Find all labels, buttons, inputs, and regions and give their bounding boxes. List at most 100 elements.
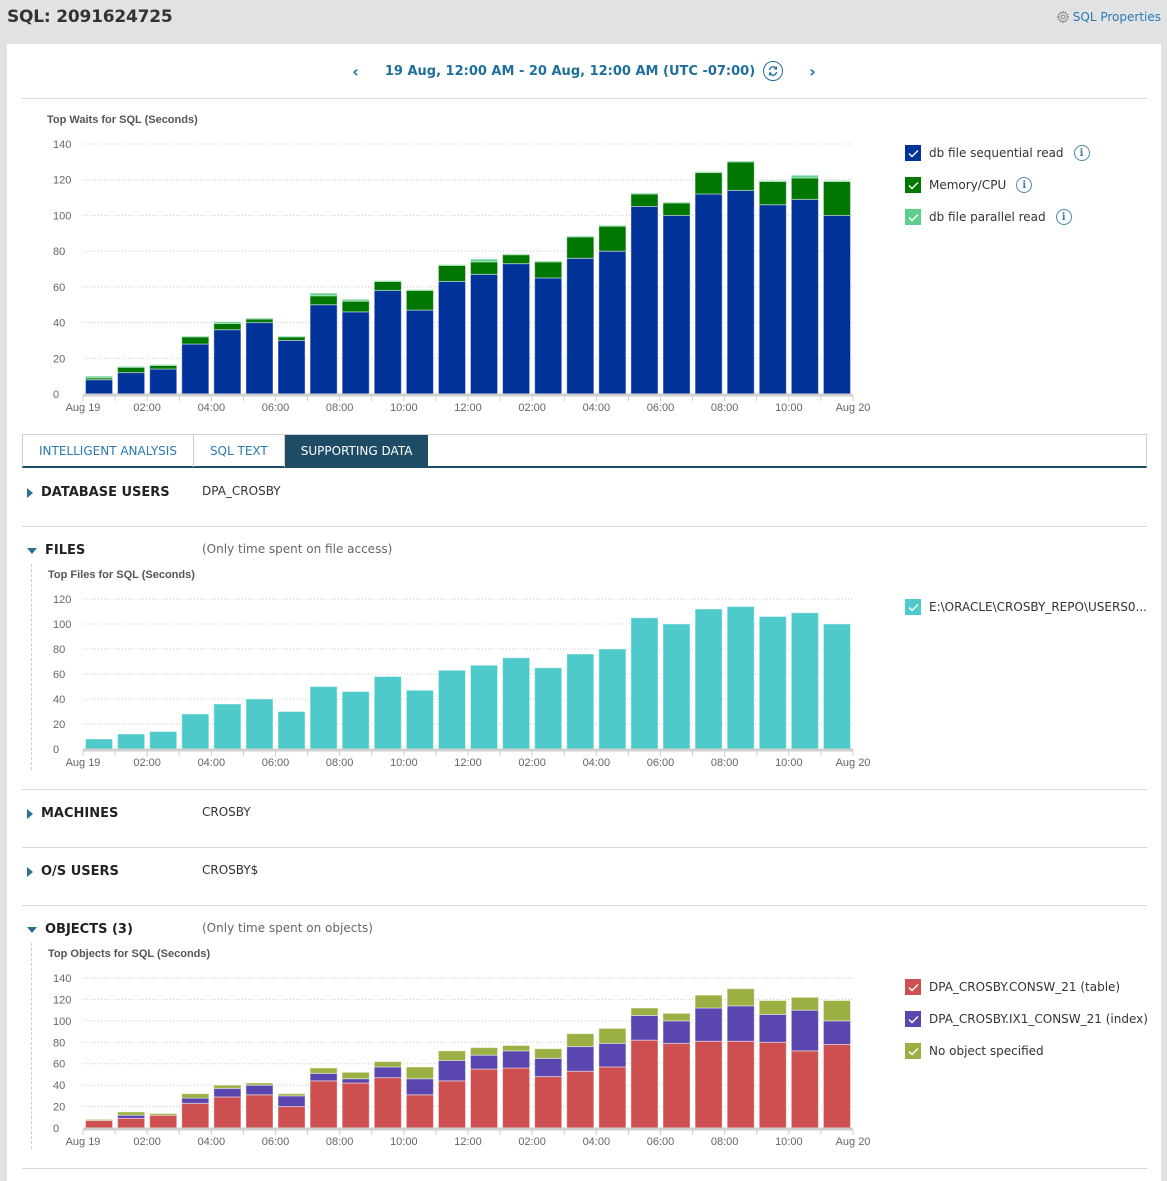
bar-db-file-sequential-read[interactable]	[566, 257, 595, 395]
bar-db-file-parallel-read[interactable]	[181, 335, 210, 338]
bar-dpa-crosby-ix1-consw-21-index[interactable]	[502, 1050, 531, 1069]
bar-no-object-specified[interactable]	[662, 1012, 691, 1022]
bar-no-object-specified[interactable]	[598, 1027, 627, 1044]
tab-supporting-data[interactable]: SUPPORTING DATA	[284, 435, 429, 467]
bar-db-file-parallel-read[interactable]	[694, 171, 723, 174]
bar-db-file-sequential-read[interactable]	[630, 206, 659, 395]
bar-e-oracle-crosby-repo-users0[interactable]	[405, 689, 434, 750]
bar-memory-cpu[interactable]	[405, 289, 434, 311]
bar-db-file-parallel-read[interactable]	[502, 253, 531, 256]
bar-e-oracle-crosby-repo-users0[interactable]	[630, 617, 659, 750]
bar-dpa-crosby-consw-21-table[interactable]	[470, 1068, 499, 1129]
bar-db-file-parallel-read[interactable]	[149, 364, 178, 366]
legend-item-db-file-parallel-read[interactable]: db file parallel read i	[905, 201, 1090, 233]
bar-dpa-crosby-ix1-consw-21-index[interactable]	[790, 1009, 819, 1052]
info-icon[interactable]: i	[1073, 145, 1090, 161]
bar-db-file-sequential-read[interactable]	[662, 214, 691, 395]
bar-db-file-sequential-read[interactable]	[822, 214, 852, 395]
bar-no-object-specified[interactable]	[630, 1007, 659, 1016]
bar-db-file-parallel-read[interactable]	[309, 292, 338, 297]
bar-memory-cpu[interactable]	[341, 300, 370, 313]
bar-db-file-sequential-read[interactable]	[245, 322, 274, 395]
bar-memory-cpu[interactable]	[213, 322, 242, 331]
bar-dpa-crosby-ix1-consw-21-index[interactable]	[181, 1097, 210, 1104]
bar-dpa-crosby-consw-21-table[interactable]	[502, 1067, 531, 1129]
bar-db-file-sequential-read[interactable]	[309, 304, 338, 395]
refresh-icon[interactable]	[763, 61, 784, 81]
bar-db-file-sequential-read[interactable]	[405, 309, 434, 395]
bar-no-object-specified[interactable]	[277, 1093, 306, 1097]
bar-dpa-crosby-ix1-consw-21-index[interactable]	[566, 1046, 595, 1072]
bar-no-object-specified[interactable]	[437, 1050, 466, 1061]
checkbox-checked-icon[interactable]	[905, 979, 921, 995]
bar-e-oracle-crosby-repo-users0[interactable]	[373, 676, 402, 750]
bar-dpa-crosby-consw-21-table[interactable]	[758, 1041, 787, 1129]
bar-dpa-crosby-consw-21-table[interactable]	[566, 1070, 595, 1129]
bar-dpa-crosby-ix1-consw-21-index[interactable]	[822, 1020, 852, 1045]
bar-e-oracle-crosby-repo-users0[interactable]	[117, 733, 146, 750]
bar-db-file-sequential-read[interactable]	[598, 250, 627, 395]
bar-no-object-specified[interactable]	[245, 1082, 274, 1086]
bar-e-oracle-crosby-repo-users0[interactable]	[598, 648, 627, 750]
section-files[interactable]: FILES	[27, 543, 85, 558]
bar-dpa-crosby-consw-21-table[interactable]	[181, 1102, 210, 1129]
bar-db-file-parallel-read[interactable]	[405, 289, 434, 291]
bar-db-file-sequential-read[interactable]	[181, 343, 210, 395]
bar-no-object-specified[interactable]	[502, 1045, 531, 1052]
bar-e-oracle-crosby-repo-users0[interactable]	[470, 664, 499, 750]
bar-db-file-parallel-read[interactable]	[117, 365, 146, 368]
bar-db-file-parallel-read[interactable]	[662, 201, 691, 204]
legend-item-no-object-specified[interactable]: No object specified	[905, 1035, 1148, 1067]
bar-memory-cpu[interactable]	[694, 172, 723, 195]
bar-dpa-crosby-ix1-consw-21-index[interactable]	[726, 1005, 755, 1042]
bar-e-oracle-crosby-repo-users0[interactable]	[277, 711, 306, 750]
bar-no-object-specified[interactable]	[405, 1066, 434, 1080]
bar-db-file-sequential-read[interactable]	[277, 339, 306, 395]
bar-memory-cpu[interactable]	[790, 177, 819, 200]
legend-item-e-oracle-crosby-repo-users0[interactable]: E:\ORACLE\CROSBY_REPO\USERS0...	[905, 591, 1147, 623]
bar-no-object-specified[interactable]	[470, 1047, 499, 1056]
legend-item-memory-cpu[interactable]: Memory/CPU i	[905, 169, 1090, 201]
bar-e-oracle-crosby-repo-users0[interactable]	[758, 616, 787, 750]
bar-db-file-sequential-read[interactable]	[213, 329, 242, 395]
bar-memory-cpu[interactable]	[822, 181, 852, 216]
bar-no-object-specified[interactable]	[534, 1048, 563, 1059]
bar-no-object-specified[interactable]	[213, 1084, 242, 1089]
bar-memory-cpu[interactable]	[566, 236, 595, 259]
bar-dpa-crosby-consw-21-table[interactable]	[341, 1082, 370, 1129]
bar-memory-cpu[interactable]	[630, 193, 659, 207]
bar-e-oracle-crosby-repo-users0[interactable]	[85, 738, 114, 750]
bar-db-file-sequential-read[interactable]	[117, 372, 146, 395]
bar-no-object-specified[interactable]	[758, 1000, 787, 1015]
bar-memory-cpu[interactable]	[662, 202, 691, 216]
bar-no-object-specified[interactable]	[85, 1118, 114, 1122]
checkbox-checked-icon[interactable]	[905, 1043, 921, 1059]
bar-db-file-parallel-read[interactable]	[758, 180, 787, 183]
bar-dpa-crosby-ix1-consw-21-index[interactable]	[470, 1054, 499, 1070]
bar-memory-cpu[interactable]	[598, 225, 627, 252]
bar-memory-cpu[interactable]	[117, 366, 146, 374]
bar-no-object-specified[interactable]	[117, 1111, 146, 1116]
bar-dpa-crosby-consw-21-table[interactable]	[726, 1040, 755, 1129]
legend-item-db-file-sequential-read[interactable]: db file sequential read i	[905, 137, 1090, 169]
bar-db-file-parallel-read[interactable]	[437, 264, 466, 266]
bar-db-file-parallel-read[interactable]	[341, 298, 370, 302]
bar-dpa-crosby-ix1-consw-21-index[interactable]	[534, 1057, 563, 1078]
bar-e-oracle-crosby-repo-users0[interactable]	[341, 691, 370, 750]
bar-dpa-crosby-consw-21-table[interactable]	[790, 1050, 819, 1129]
bar-dpa-crosby-ix1-consw-21-index[interactable]	[758, 1013, 787, 1043]
chevron-left-icon[interactable]: ‹	[352, 61, 359, 81]
checkbox-checked-icon[interactable]	[905, 145, 921, 161]
bar-dpa-crosby-ix1-consw-21-index[interactable]	[437, 1060, 466, 1082]
tab-sql-text[interactable]: SQL TEXT	[194, 435, 285, 467]
bar-dpa-crosby-consw-21-table[interactable]	[822, 1043, 852, 1129]
bar-dpa-crosby-ix1-consw-21-index[interactable]	[245, 1084, 274, 1096]
bar-db-file-parallel-read[interactable]	[726, 160, 755, 163]
bar-e-oracle-crosby-repo-users0[interactable]	[694, 608, 723, 750]
bar-e-oracle-crosby-repo-users0[interactable]	[790, 612, 819, 750]
bar-e-oracle-crosby-repo-users0[interactable]	[213, 703, 242, 750]
bar-db-file-sequential-read[interactable]	[502, 263, 531, 395]
bar-no-object-specified[interactable]	[822, 1000, 852, 1022]
date-range-label[interactable]: 19 Aug, 12:00 AM - 20 Aug, 12:00 AM (UTC…	[384, 63, 756, 79]
bar-dpa-crosby-consw-21-table[interactable]	[534, 1076, 563, 1129]
